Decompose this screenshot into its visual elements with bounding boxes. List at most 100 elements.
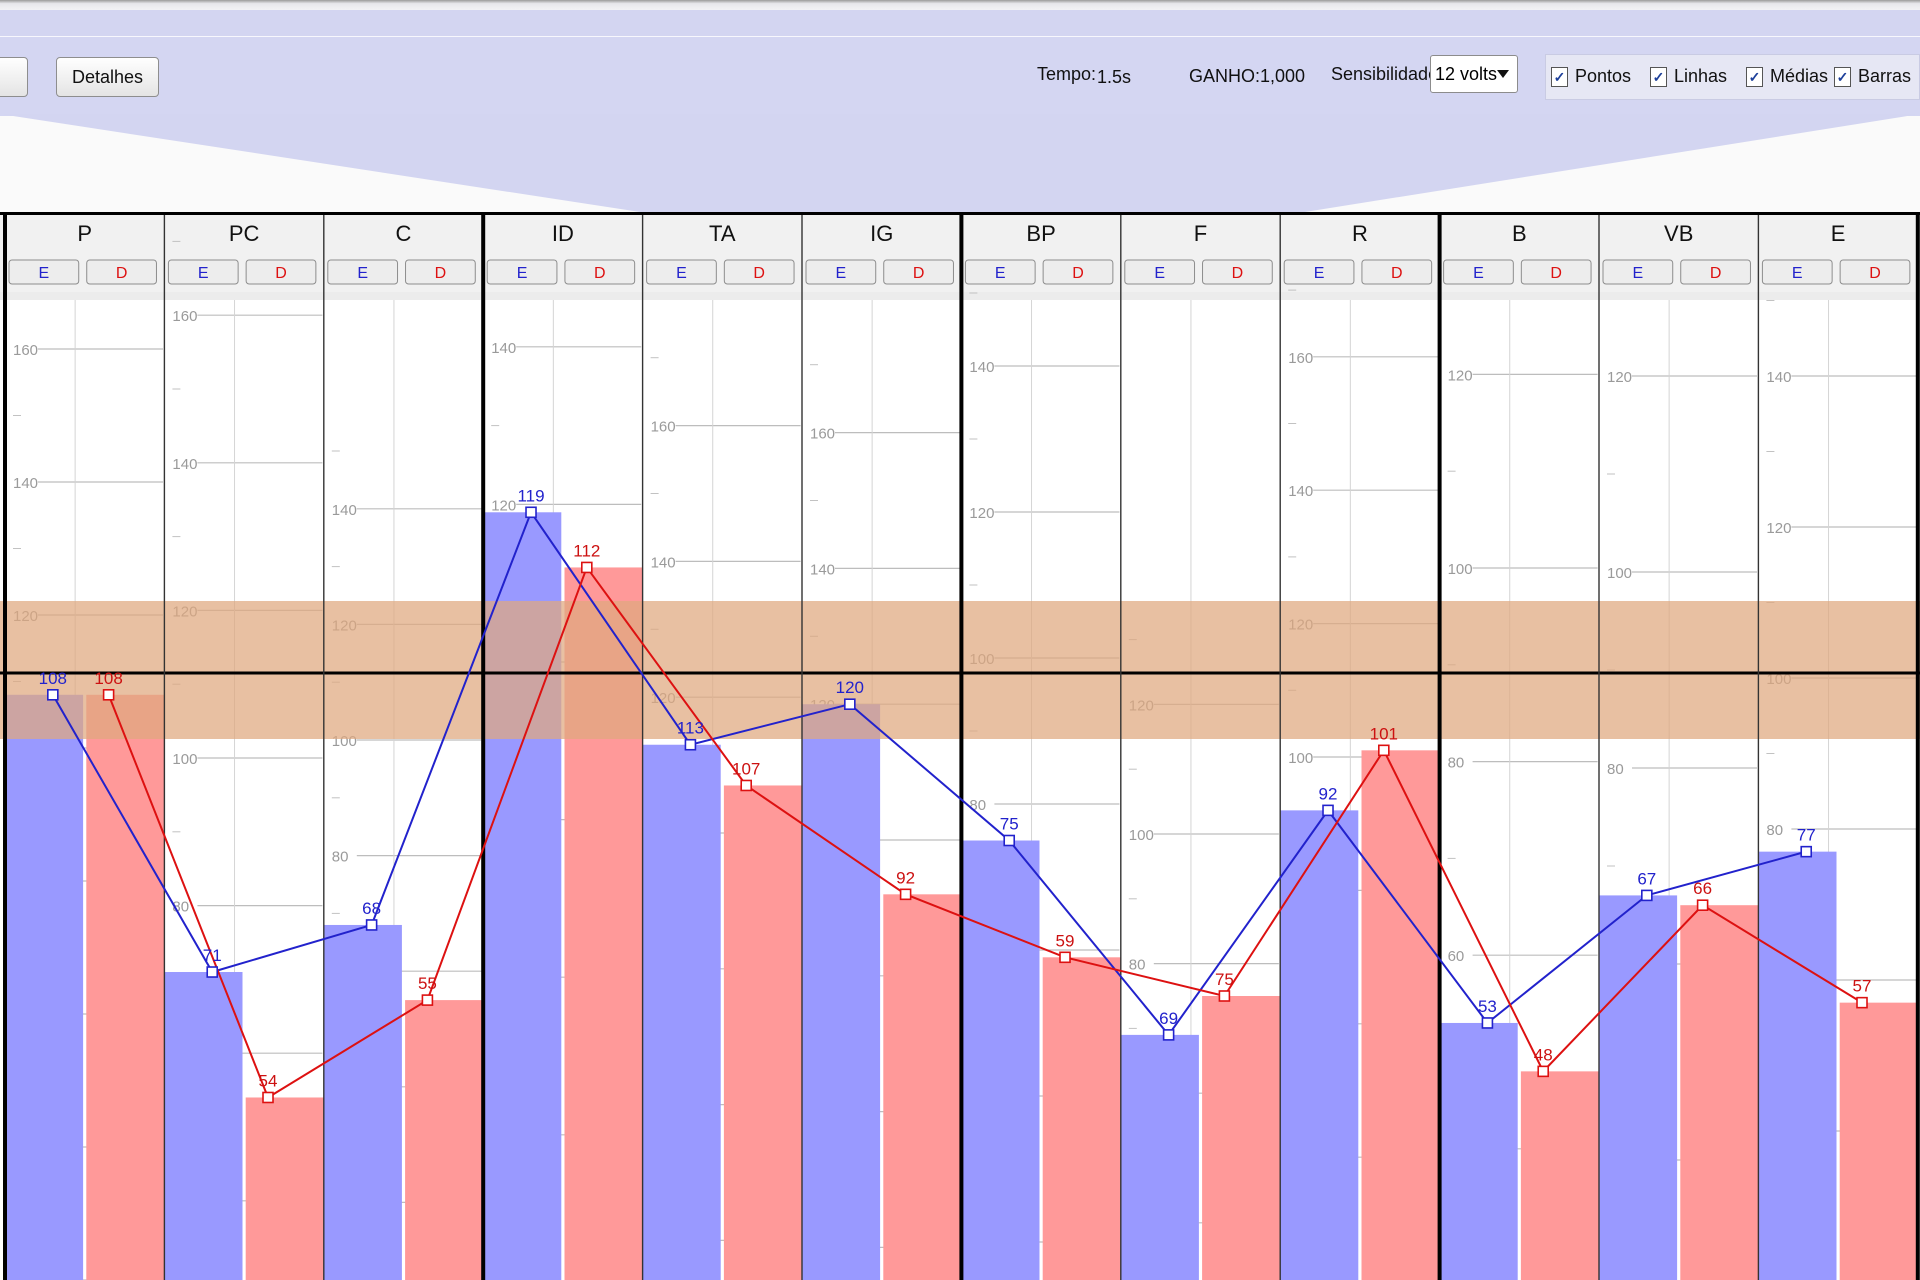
sensitivity-select[interactable]: 12 volts [1430,55,1518,93]
decorative-trapezoid [0,114,1920,212]
data-label-E: 71 [203,946,222,965]
sub-label-E: E [1154,265,1165,282]
tick-label: 60 [1448,948,1465,965]
data-label-E: 67 [1637,869,1656,888]
tick-label: 140 [13,475,38,492]
tick-label: 140 [332,502,357,519]
point-D [421,994,434,1006]
sub-button-E [486,259,558,285]
sub-button-E [1443,259,1514,285]
point-D [581,561,593,574]
point-E [1003,834,1016,847]
data-label-D: 101 [1370,724,1398,743]
tick-label: 160 [1288,350,1313,367]
sub-button-D [1839,259,1911,285]
category-label-C: C [396,221,412,246]
category-label-TA: TA [709,221,736,246]
sub-button-D [564,259,636,285]
sub-button-E [964,259,1036,285]
tick-label: 140 [810,561,835,578]
bar-E-R [1280,810,1359,1280]
point-E [1481,1017,1494,1029]
tick-label: 120 [1766,520,1791,537]
tick-label: 140 [969,359,994,376]
tick-label: 100 [1607,565,1632,582]
sub-label-D: D [275,265,287,282]
bar-D-TA [723,785,802,1280]
check-icon: ✓ [1746,66,1763,87]
time-value: 1.5s [1097,67,1132,87]
bar-D-C [405,1000,484,1280]
bar-E-PC [164,972,243,1280]
chart-area: 2040608010012014016040608010012014016020… [0,212,1920,1280]
checkbox-pontos[interactable]: ✓ Pontos [1551,66,1631,87]
tick-label: 80 [1129,957,1146,974]
left-edge-button[interactable] [0,57,28,97]
tick-label: 80 [1607,761,1624,778]
sub-label-D: D [594,265,606,282]
data-label-D: 112 [573,541,600,560]
sub-label-E: E [1314,265,1325,282]
category-label-IG: IG [870,221,893,246]
bar-E-C [323,924,402,1280]
data-label-D: 92 [896,868,915,887]
sub-button-D [1202,259,1273,285]
data-label-D: 66 [1693,879,1712,898]
bar-D-VB [1680,905,1759,1280]
data-label-D: 75 [1215,970,1234,989]
bar-D-B [1520,1071,1599,1280]
sub-button-E [167,259,239,285]
bar-E-VB [1599,895,1678,1280]
category-label-PC: PC [229,221,260,246]
sub-label-D: D [1869,265,1881,282]
sub-label-E: E [1792,265,1803,282]
sub-label-E: E [1473,265,1484,282]
point-D [899,888,912,901]
sub-label-D: D [1232,265,1244,282]
sub-label-D: D [435,265,447,282]
tick-label: 140 [1288,483,1313,500]
details-button[interactable]: Detalhes [56,57,159,97]
checkbox-pontos-label: Pontos [1575,66,1632,86]
point-E [365,919,378,931]
point-D [1856,996,1868,1009]
tick-label: 120 [969,505,994,522]
category-label-E: E [1831,221,1846,246]
category-label-B: B [1512,221,1527,246]
point-D [1696,899,1709,912]
sub-button-D [723,259,795,285]
tick-label: 120 [1448,367,1473,384]
point-E [525,506,537,519]
data-label-E: 108 [39,669,67,688]
sub-button-E [327,259,399,285]
sub-label-D: D [1550,265,1562,282]
tick-label: 160 [651,419,676,436]
tick-label: 100 [1288,750,1313,767]
checkbox-barras[interactable]: ✓ Barras [1834,66,1911,87]
data-label-E: 113 [677,719,704,738]
category-label-BP: BP [1026,221,1055,246]
tick-label: 80 [969,797,986,814]
tick-label: 100 [1448,561,1473,578]
data-label-E: 77 [1797,826,1816,845]
data-label-D: 57 [1853,977,1872,996]
gain-value: 1,000 [1260,66,1306,86]
checkbox-linhas[interactable]: ✓ Linhas [1650,66,1727,87]
sub-label-E: E [995,265,1006,282]
tick-label: 160 [172,308,197,325]
checkbox-medias[interactable]: ✓ Médias [1746,66,1828,87]
bar-D-IG [883,894,962,1280]
check-icon: ✓ [1551,66,1568,87]
sub-label-E: E [198,265,209,282]
sub-label-E: E [836,265,847,282]
point-D [1218,990,1231,1002]
sub-button-D [1361,259,1433,285]
tick-label: 80 [1766,822,1783,839]
sub-label-D: D [116,265,128,282]
bar-D-BP [1042,957,1121,1280]
tick-label: 120 [1607,369,1632,386]
category-label-R: R [1352,221,1368,246]
data-label-E: 75 [1000,815,1019,834]
check-icon: ✓ [1650,66,1667,87]
sub-button-E [1602,259,1674,285]
